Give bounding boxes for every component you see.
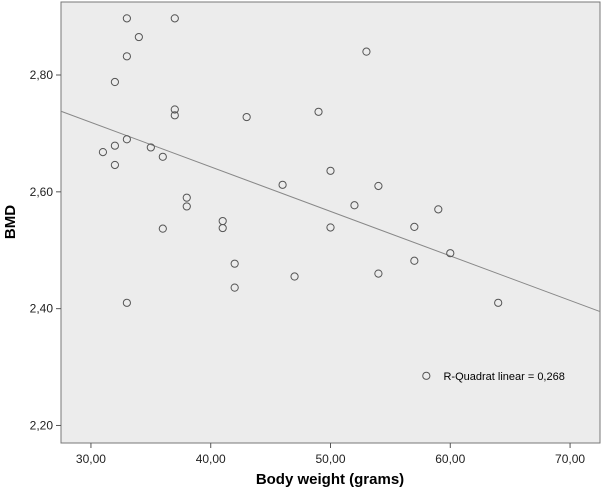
regression-line: [60, 110, 601, 313]
data-point: [218, 223, 227, 233]
data-point: [410, 256, 419, 265]
data-point: [434, 205, 443, 214]
y-tick-label: 2,40: [30, 302, 54, 316]
data-point: [242, 112, 251, 122]
data-points: [98, 14, 503, 380]
data-point: [410, 222, 419, 231]
data-point: [374, 269, 383, 278]
data-point: [422, 371, 431, 380]
x-tick-label: 60,00: [435, 452, 465, 466]
plot-area: [60, 1, 601, 444]
y-axis-title: BMD: [2, 205, 19, 239]
data-point: [122, 298, 131, 307]
data-point: [290, 272, 299, 281]
data-point: [326, 166, 335, 175]
x-axis-title: Body weight (grams): [256, 471, 404, 488]
r-squared-annotation: R-Quadrat linear = 0,268: [443, 371, 564, 383]
data-point: [110, 77, 120, 87]
x-tick-label: 40,00: [196, 452, 226, 466]
data-point: [146, 143, 155, 152]
data-point: [362, 47, 371, 56]
x-tick-label: 70,00: [555, 452, 585, 466]
data-point: [158, 224, 167, 233]
y-tick-label: 2,80: [30, 68, 54, 82]
data-point: [170, 105, 179, 114]
data-point: [170, 14, 179, 23]
data-point: [350, 201, 359, 210]
y-axis: 2,20 2,40 2,60 2,80: [30, 68, 61, 432]
data-point: [122, 135, 131, 144]
data-point: [122, 14, 131, 23]
data-point: [98, 148, 108, 157]
y-tick-label: 2,60: [30, 185, 54, 199]
data-point: [158, 152, 167, 161]
x-axis: 30,00 40,00 50,00 60,00 70,00: [76, 443, 585, 466]
data-point: [182, 193, 191, 202]
data-point: [134, 32, 143, 42]
data-point: [122, 52, 131, 61]
data-point: [374, 181, 383, 191]
data-point: [182, 202, 191, 211]
data-point: [314, 107, 323, 116]
y-tick-label: 2,20: [30, 418, 54, 432]
data-point: [230, 259, 239, 268]
data-point: [110, 160, 120, 170]
data-point: [278, 180, 287, 189]
data-point: [326, 223, 335, 232]
data-point: [230, 283, 239, 292]
data-point: [110, 141, 120, 150]
x-tick-label: 30,00: [76, 452, 106, 466]
data-point: [170, 111, 179, 120]
data-point: [446, 249, 455, 258]
x-tick-label: 50,00: [315, 452, 345, 466]
data-point: [494, 298, 503, 307]
